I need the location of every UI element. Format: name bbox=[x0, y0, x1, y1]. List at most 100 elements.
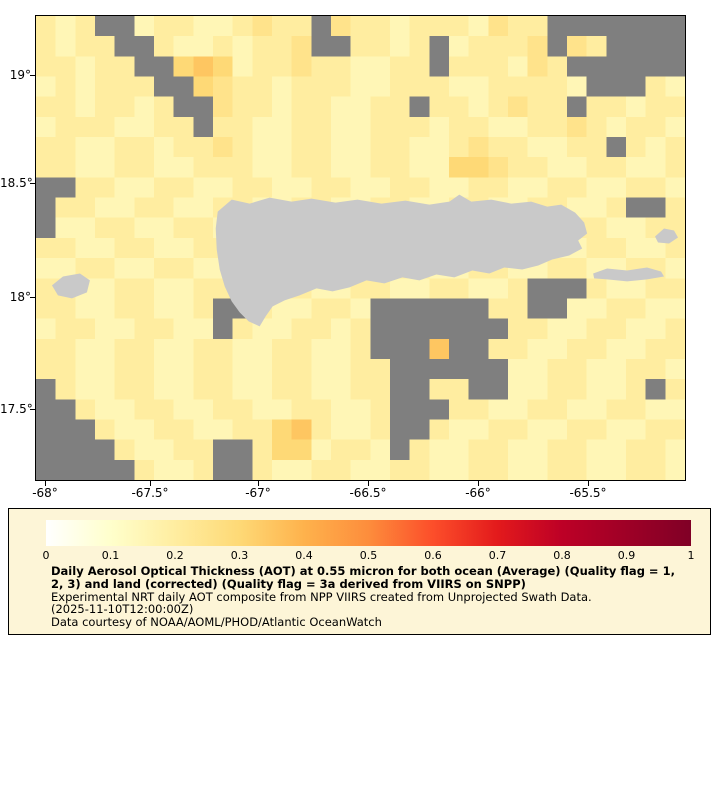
aot-cell bbox=[291, 399, 312, 421]
aot-cell bbox=[468, 459, 489, 480]
aot-cell bbox=[527, 157, 548, 178]
aot-cell bbox=[665, 298, 685, 320]
aot-cell bbox=[330, 419, 352, 441]
nodata-cell bbox=[547, 36, 568, 57]
aot-cell bbox=[370, 358, 391, 380]
aot-cell bbox=[527, 16, 548, 37]
aot-cell bbox=[547, 439, 568, 461]
aot-cell bbox=[449, 379, 470, 400]
nodata-cell bbox=[55, 439, 76, 461]
nodata-cell bbox=[645, 16, 666, 37]
aot-cell bbox=[527, 419, 548, 441]
nodata-cell bbox=[409, 298, 430, 320]
nodata-cell bbox=[409, 338, 430, 360]
aot-cell bbox=[36, 36, 57, 57]
aot-cell bbox=[134, 237, 155, 259]
nodata-cell bbox=[153, 76, 175, 98]
aot-cell bbox=[75, 217, 96, 239]
aot-cell bbox=[311, 76, 332, 98]
aot-cell bbox=[311, 318, 332, 340]
nodata-cell bbox=[468, 358, 489, 380]
aot-cell bbox=[173, 318, 194, 340]
aot-cell bbox=[488, 137, 509, 158]
aot-cell bbox=[645, 318, 666, 340]
aot-cell bbox=[508, 459, 529, 480]
aot-cell bbox=[114, 318, 135, 340]
aot-cell bbox=[114, 298, 135, 320]
nodata-cell bbox=[626, 36, 647, 57]
aot-cell bbox=[55, 36, 76, 57]
aot-cell bbox=[645, 298, 666, 320]
aot-cell bbox=[212, 16, 234, 37]
aot-cell bbox=[586, 358, 607, 380]
aot-cell bbox=[271, 137, 293, 158]
aot-cell bbox=[370, 137, 391, 158]
aot-cell bbox=[36, 137, 57, 158]
aot-cell bbox=[134, 278, 155, 300]
aot-cell bbox=[75, 379, 96, 400]
aot-cell bbox=[606, 237, 627, 259]
aot-cell bbox=[586, 399, 607, 421]
aot-cell bbox=[488, 459, 509, 480]
aot-cell bbox=[153, 116, 175, 138]
nodata-cell bbox=[527, 278, 548, 300]
aot-cell bbox=[55, 137, 76, 158]
legend-title-line-1: Daily Aerosol Optical Thickness (AOT) at… bbox=[51, 564, 675, 578]
aot-cell bbox=[626, 237, 647, 259]
nodata-cell bbox=[36, 459, 57, 480]
aot-cell bbox=[252, 338, 273, 360]
aot-cell bbox=[252, 16, 273, 37]
aot-cell bbox=[409, 56, 430, 78]
aot-cell bbox=[665, 459, 685, 480]
aot-cell bbox=[488, 96, 509, 118]
aot-cell bbox=[311, 298, 332, 320]
nodata-cell bbox=[409, 399, 430, 421]
aot-cell bbox=[488, 157, 509, 178]
aot-cell bbox=[350, 157, 371, 178]
aot-cell bbox=[36, 116, 57, 138]
aot-cell bbox=[645, 439, 666, 461]
aot-cell bbox=[94, 217, 116, 239]
aot-cell bbox=[36, 157, 57, 178]
aot-cell bbox=[606, 298, 627, 320]
aot-cell bbox=[193, 36, 214, 57]
aot-cell bbox=[449, 16, 470, 37]
aot-cell bbox=[212, 379, 234, 400]
aot-cell bbox=[547, 116, 568, 138]
aot-cell bbox=[409, 459, 430, 480]
aot-cell bbox=[153, 318, 175, 340]
aot-cell bbox=[55, 318, 76, 340]
nodata-cell bbox=[36, 217, 57, 239]
colorbar bbox=[46, 520, 691, 546]
nodata-cell bbox=[626, 16, 647, 37]
aot-cell bbox=[626, 338, 647, 360]
aot-cell bbox=[36, 237, 57, 259]
aot-cell bbox=[449, 459, 470, 480]
aot-cell bbox=[75, 358, 96, 380]
x-axis-tick-label: -65.5° bbox=[569, 486, 607, 500]
aot-cell bbox=[75, 16, 96, 37]
nodata-cell bbox=[390, 358, 411, 380]
aot-cell bbox=[527, 96, 548, 118]
aot-cell bbox=[567, 157, 588, 178]
aot-cell bbox=[350, 318, 371, 340]
aot-cell bbox=[527, 56, 548, 78]
y-axis-tick-mark bbox=[30, 297, 35, 298]
aot-cell bbox=[94, 177, 116, 199]
aot-cell bbox=[586, 439, 607, 461]
aot-cell bbox=[212, 96, 234, 118]
nodata-cell bbox=[55, 177, 76, 199]
aot-cell bbox=[114, 116, 135, 138]
aot-cell bbox=[626, 177, 647, 199]
nodata-cell bbox=[212, 318, 234, 340]
aot-cell bbox=[567, 338, 588, 360]
aot-cell bbox=[75, 76, 96, 98]
aot-cell bbox=[370, 157, 391, 178]
aot-cell bbox=[468, 137, 489, 158]
aot-cell bbox=[645, 278, 666, 300]
nodata-cell bbox=[212, 459, 234, 480]
nodata-cell bbox=[36, 439, 57, 461]
aot-cell bbox=[311, 56, 332, 78]
aot-cell bbox=[429, 379, 450, 400]
nodata-cell bbox=[409, 419, 430, 441]
